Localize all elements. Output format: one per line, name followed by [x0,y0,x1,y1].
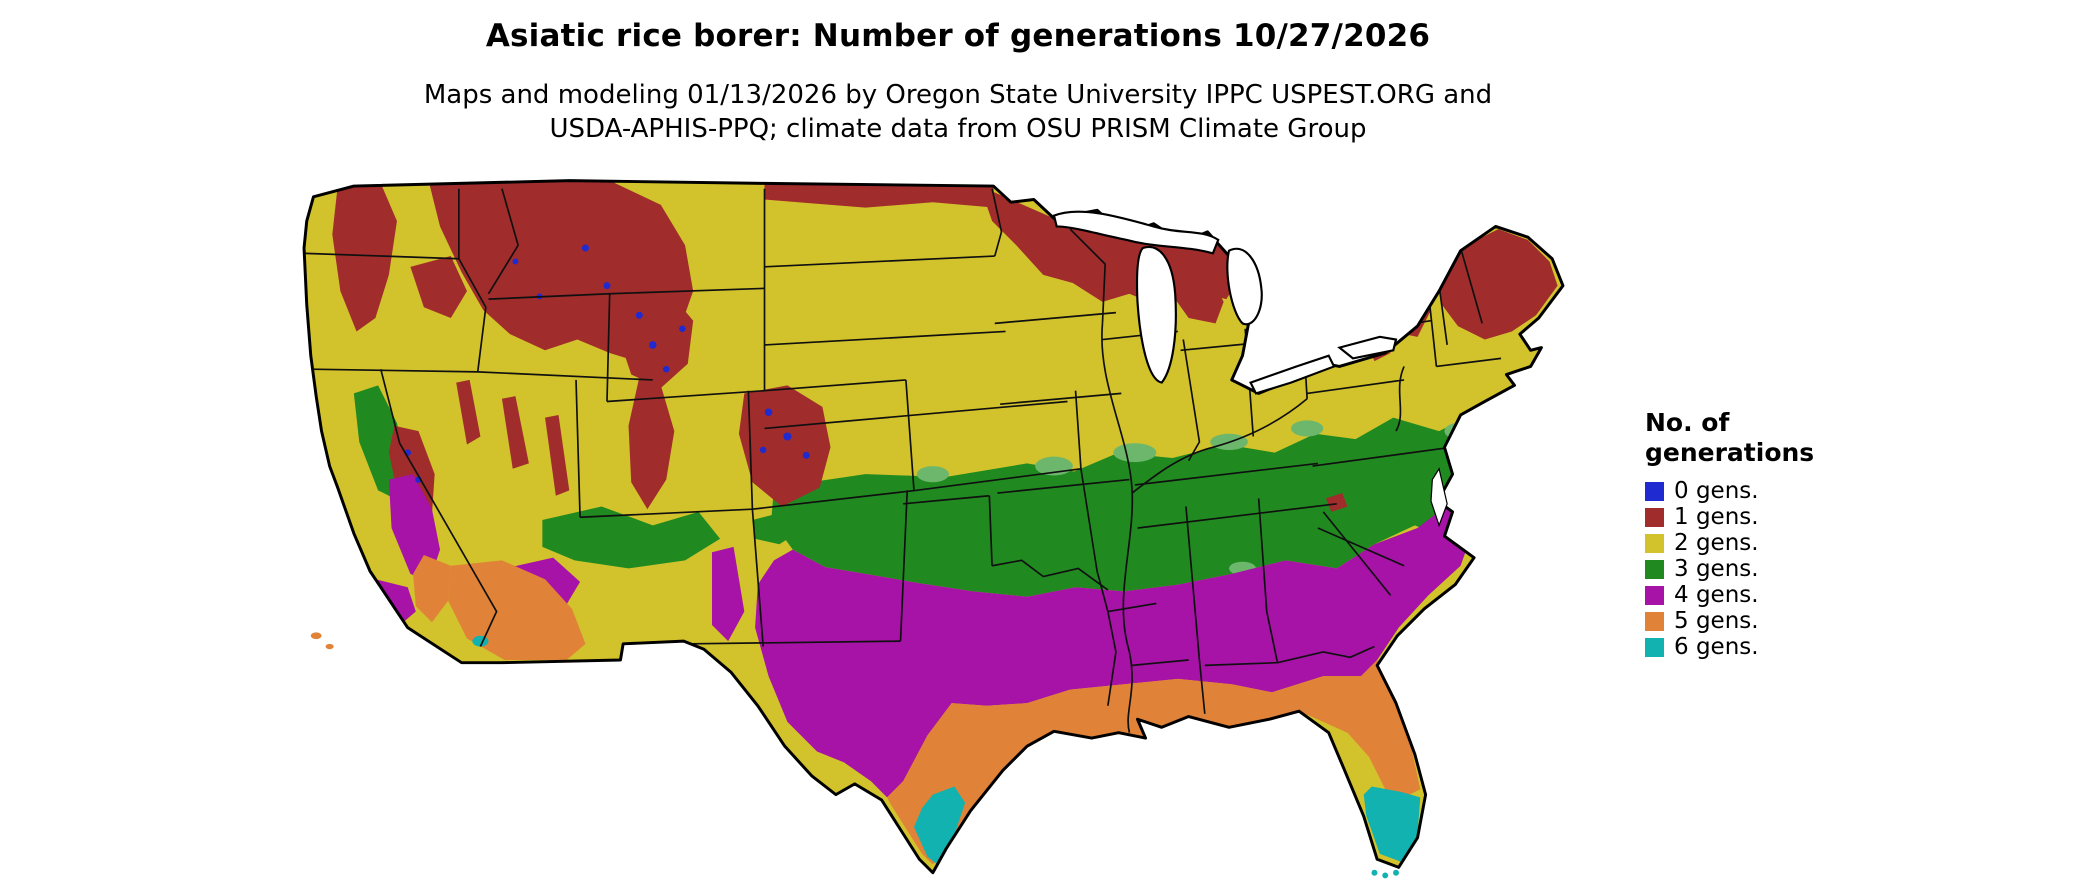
legend-swatch-1-gens [1645,507,1664,527]
lake-huron [1226,247,1263,326]
florida-keys [1371,869,1399,879]
subtitle-line-2: USDA-APHIS-PPQ; climate data from OSU PR… [549,114,1367,144]
region-6-gens [472,635,1421,868]
map-subtitle: Maps and modeling 01/13/2026 by Oregon S… [0,78,1916,146]
subtitle-line-1: Maps and modeling 01/13/2026 by Oregon S… [423,80,1493,110]
channel-islands [310,632,334,650]
legend-item: 3 gens. [1645,556,1795,582]
region-1-gens [332,180,1558,526]
header: Asiatic rice borer: Number of generation… [0,18,1916,146]
map-svg [302,179,1565,879]
map-title: Asiatic rice borer: Number of generation… [485,18,1431,54]
us-outline [302,179,1565,875]
lake-ontario [1337,335,1398,360]
legend-swatch-5-gens [1645,611,1664,631]
legend-label: 0 gens. [1674,478,1759,504]
lake-erie [1249,354,1336,395]
legend-item: 0 gens. [1645,478,1795,504]
legend-item: 5 gens. [1645,608,1795,634]
legend-label: 3 gens. [1674,556,1759,582]
legend-label: 6 gens. [1674,634,1759,660]
lake-superior [1052,210,1220,255]
legend-item: 6 gens. [1645,634,1795,660]
legend-title: No. of generations [1645,408,1815,467]
legend-swatch-2-gens [1645,533,1664,553]
great-lakes [1052,210,1448,528]
legend-items: 0 gens. 1 gens. 2 gens. 3 gens. 4 gens. … [1645,478,1795,660]
legend-swatch-0-gens [1645,481,1664,501]
legend-item: 2 gens. [1645,530,1795,556]
legend: No. of generations 0 gens. 1 gens. 2 gen… [1645,408,1815,660]
legend-label: 2 gens. [1674,530,1759,556]
lake-michigan [1135,245,1177,384]
legend-swatch-3-gens [1645,559,1664,579]
legend-swatch-4-gens [1645,585,1664,605]
legend-label: 4 gens. [1674,582,1759,608]
legend-swatch-6-gens [1645,637,1664,657]
legend-item: 4 gens. [1645,582,1795,608]
region-5-gens [413,554,1421,865]
legend-label: 1 gens. [1674,504,1759,530]
chesapeake-bay [1430,467,1448,528]
legend-label: 5 gens. [1674,608,1759,634]
legend-item: 1 gens. [1645,504,1795,530]
us-generations-map [300,166,1602,882]
region-0-gens [404,244,810,483]
